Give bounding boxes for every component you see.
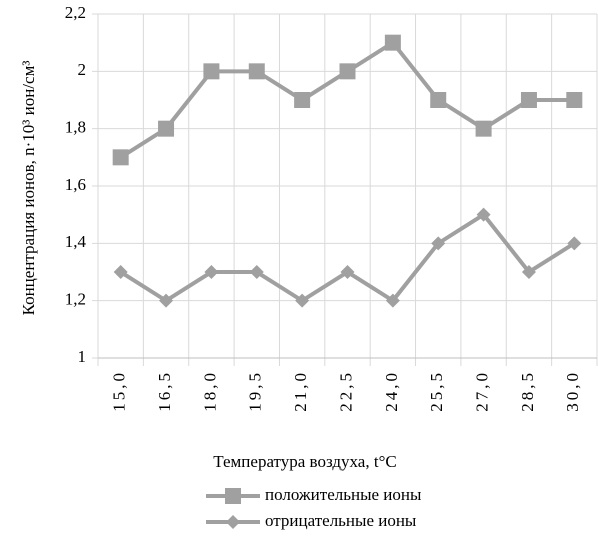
marker — [476, 207, 491, 222]
marker — [384, 34, 401, 51]
marker — [203, 63, 220, 80]
marker — [566, 92, 583, 108]
marker — [521, 265, 536, 279]
x-tick-label: 25,5 — [427, 370, 446, 412]
y-tick-label: 2 — [78, 60, 87, 79]
x-tick-label: 22,5 — [336, 370, 355, 412]
y-tick-label: 1,2 — [65, 290, 86, 309]
marker — [112, 149, 129, 166]
legend-marker — [225, 488, 241, 504]
marker — [520, 92, 537, 108]
marker — [385, 293, 400, 308]
x-tick-label: 19,5 — [246, 370, 265, 412]
y-tick-label: 2,2 — [65, 3, 86, 22]
y-axis-title: Концентрация ионов, n·10³ ион/см³ — [19, 61, 38, 316]
x-tick-label: 27,0 — [472, 370, 491, 412]
x-tick-label: 18,0 — [200, 370, 219, 412]
marker — [249, 265, 264, 279]
y-tick-label: 1,6 — [65, 175, 86, 194]
x-axis-title: Температура воздуха, t°C — [213, 452, 396, 471]
marker — [159, 293, 174, 308]
marker — [567, 236, 582, 251]
y-tick-label: 1 — [78, 347, 87, 366]
legend-label: отрицательные ионы — [265, 511, 417, 530]
x-tick-label: 16,5 — [155, 370, 174, 412]
marker — [430, 92, 447, 108]
marker — [158, 120, 175, 137]
x-tick-label: 15,0 — [110, 370, 129, 412]
legend-marker — [226, 515, 240, 529]
marker — [248, 63, 265, 80]
y-tick-label: 1,4 — [65, 232, 87, 251]
marker — [431, 236, 446, 251]
marker — [295, 293, 310, 308]
marker — [475, 120, 492, 137]
marker — [339, 63, 356, 80]
x-tick-label: 28,5 — [518, 370, 537, 412]
x-tick-label: 24,0 — [382, 370, 401, 412]
marker — [204, 265, 219, 279]
marker — [294, 92, 311, 108]
marker — [340, 265, 355, 279]
x-tick-label: 21,0 — [291, 370, 310, 412]
y-tick-label: 1,8 — [65, 118, 86, 137]
legend-label: положительные ионы — [265, 485, 422, 504]
x-tick-label: 30,0 — [563, 370, 582, 412]
marker — [113, 265, 128, 279]
